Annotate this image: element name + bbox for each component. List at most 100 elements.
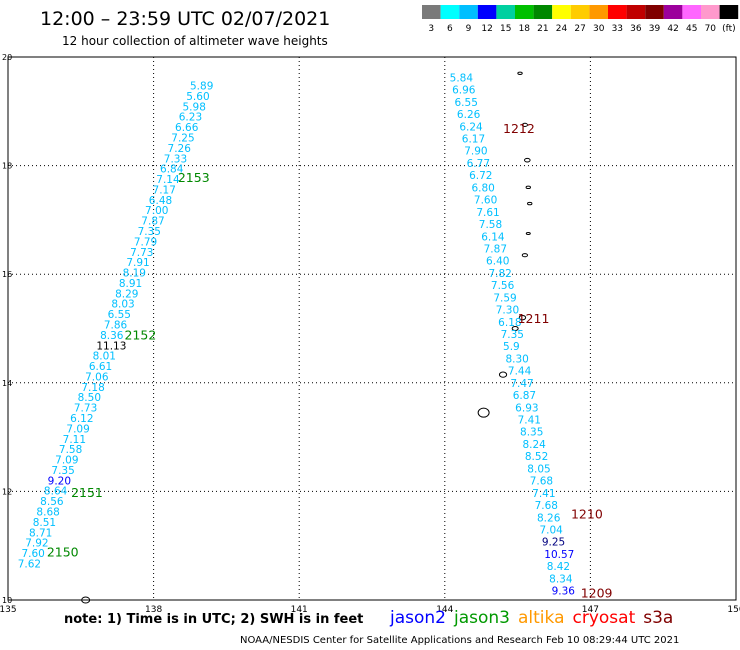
legend-swatch bbox=[477, 5, 497, 19]
swh-value-west: 7.86 bbox=[104, 320, 128, 332]
swh-value-west: 7.87 bbox=[141, 216, 164, 228]
swh-value-west: 7.09 bbox=[66, 423, 89, 435]
swh-value-west: 7.35 bbox=[51, 465, 74, 477]
legend-swatch bbox=[719, 5, 739, 19]
swh-value-east: 7.47 bbox=[510, 378, 533, 390]
swh-value-east: 7.60 bbox=[474, 195, 497, 207]
swh-value-east: 6.80 bbox=[471, 182, 494, 194]
swh-value-west: 8.56 bbox=[40, 496, 64, 508]
legend-swatch bbox=[682, 5, 701, 19]
legend-swatch bbox=[496, 5, 515, 19]
color-legend: 3 6 9 12 15 18 21 24 27 30 33 36 39 42 45 70 (ft) bbox=[422, 5, 739, 34]
swh-value-west: 7.25 bbox=[171, 133, 194, 145]
swh-value-west: 6.84 bbox=[160, 164, 184, 176]
swh-value-west: 6.48 bbox=[149, 195, 172, 207]
swh-value-east: 8.30 bbox=[505, 353, 528, 365]
island-outline bbox=[81, 596, 91, 604]
swh-value-east: 6.24 bbox=[459, 121, 483, 133]
track-label: 1211 bbox=[518, 311, 550, 326]
swh-value-west: 7.92 bbox=[25, 538, 48, 550]
legend-label: 21 bbox=[537, 24, 548, 34]
swh-value-east: 10.57 bbox=[544, 549, 574, 561]
legend-label: 70 bbox=[705, 24, 717, 34]
swh-value-east: 7.58 bbox=[479, 219, 502, 231]
swh-value-east: 6.18 bbox=[498, 317, 521, 329]
swh-value-west: 9.20 bbox=[48, 475, 71, 487]
swh-value-west: 8.29 bbox=[115, 288, 138, 300]
swh-value-west: 7.91 bbox=[126, 257, 149, 269]
swh-value-east: 7.61 bbox=[476, 207, 499, 219]
swh-value-west: 7.35 bbox=[138, 226, 161, 238]
mission-legend: jason2 jason3 altika cryosat s3a bbox=[390, 608, 681, 628]
swh-value-east: 8.05 bbox=[527, 463, 550, 475]
swh-value-west: 7.73 bbox=[130, 247, 153, 259]
swh-value-east: 5.84 bbox=[450, 72, 474, 84]
legend-label: 24 bbox=[556, 24, 568, 34]
swh-value-east: 7.59 bbox=[493, 292, 516, 304]
swh-value-west: 7.14 bbox=[156, 174, 180, 186]
swh-value-east: 8.26 bbox=[537, 512, 561, 524]
legend-label: 39 bbox=[649, 24, 661, 34]
legend-label: 45 bbox=[686, 24, 697, 34]
legend-label: 18 bbox=[519, 24, 531, 34]
legend-label: 33 bbox=[612, 24, 623, 34]
swh-value-east: 7.35 bbox=[501, 329, 524, 341]
legend-swatch bbox=[645, 5, 664, 19]
track-label: 2152 bbox=[124, 327, 156, 342]
island-outline bbox=[521, 122, 528, 127]
swh-value-east: 6.40 bbox=[486, 256, 509, 268]
swh-value-east: 6.96 bbox=[452, 85, 476, 97]
island-outline bbox=[525, 231, 531, 235]
island-outline bbox=[477, 407, 490, 418]
swh-value-west: 8.01 bbox=[93, 351, 116, 363]
swh-value-west: 7.18 bbox=[81, 382, 104, 394]
legend-label: 42 bbox=[667, 24, 678, 34]
legend-swatch bbox=[533, 5, 553, 19]
island-outline bbox=[521, 253, 528, 258]
lat-tick-label: 18 bbox=[2, 162, 12, 171]
swh-value-west: 6.12 bbox=[70, 413, 93, 425]
legend-swatch bbox=[663, 5, 683, 19]
swh-value-west: 7.73 bbox=[74, 403, 97, 415]
swh-value-east: 6.17 bbox=[462, 134, 485, 146]
legend-swatch bbox=[440, 5, 460, 19]
swh-value-east: 6.72 bbox=[469, 170, 492, 182]
swh-value-west: 8.19 bbox=[123, 268, 146, 280]
swh-value-west: 6.66 bbox=[175, 122, 199, 134]
swh-value-west: 7.33 bbox=[164, 153, 187, 165]
swh-value-west: 8.68 bbox=[36, 506, 59, 518]
swh-value-west: 5.89 bbox=[190, 81, 213, 93]
legend-label: 12 bbox=[481, 24, 492, 34]
swh-value-west: 5.60 bbox=[186, 91, 209, 103]
lon-tick-label: 150 bbox=[727, 605, 740, 615]
island-outline bbox=[498, 371, 508, 378]
swh-value-east: 8.34 bbox=[549, 573, 573, 585]
swh-value-west: 8.50 bbox=[78, 392, 101, 404]
swh-value-east: 7.82 bbox=[488, 268, 511, 280]
swh-value-west: 6.61 bbox=[89, 361, 112, 373]
swh-value-west: 7.60 bbox=[21, 548, 44, 560]
track-label: 1212 bbox=[503, 121, 535, 136]
island-outline bbox=[527, 201, 533, 206]
swh-value-east: 7.30 bbox=[496, 305, 519, 317]
legend-label: 30 bbox=[593, 24, 605, 34]
swh-value-west: 8.51 bbox=[33, 517, 56, 529]
mission-name: altika bbox=[518, 608, 565, 628]
legend-swatch bbox=[422, 5, 441, 19]
island-outline bbox=[511, 326, 519, 331]
map-subtitle: 12 hour collection of altimeter wave hei… bbox=[62, 34, 328, 48]
legend-swatch bbox=[626, 5, 646, 19]
swh-value-west: 8.03 bbox=[111, 299, 134, 311]
legend-swatch bbox=[515, 5, 534, 19]
swh-value-east: 7.41 bbox=[518, 415, 541, 427]
swh-value-east: 6.14 bbox=[481, 231, 505, 243]
island-outline bbox=[518, 314, 527, 321]
swh-value-west: 7.62 bbox=[18, 558, 41, 570]
swh-value-west: 7.79 bbox=[134, 236, 157, 248]
island-outline bbox=[517, 71, 523, 75]
legend-label: 3 bbox=[428, 24, 434, 34]
swh-value-west: 7.26 bbox=[168, 143, 192, 155]
legend-label: 36 bbox=[630, 24, 642, 34]
swh-value-west: 7.17 bbox=[153, 184, 176, 196]
swh-value-east: 9.36 bbox=[552, 586, 576, 598]
